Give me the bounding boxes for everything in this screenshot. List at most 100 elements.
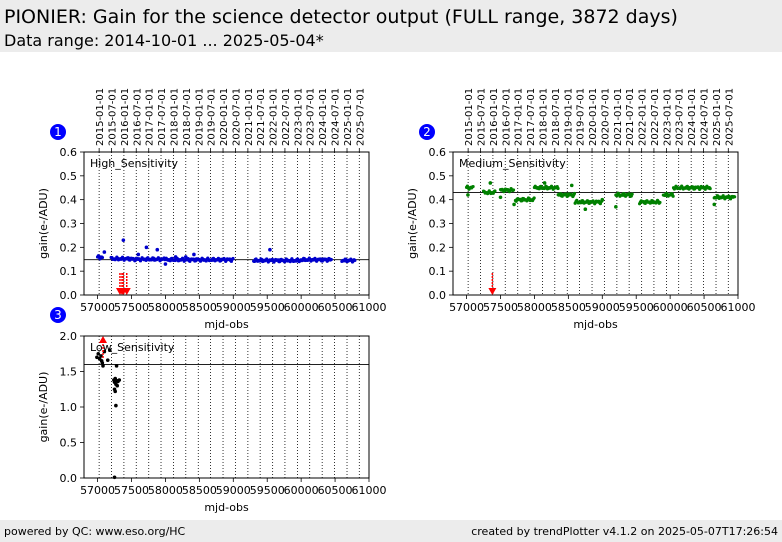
x-tick-label: 60500 xyxy=(318,301,353,314)
x-tick-label: 60000 xyxy=(284,301,319,314)
data-point xyxy=(658,200,662,205)
y-tick-label: 0.0 xyxy=(429,289,447,302)
series-label: Low_Sensitivity xyxy=(90,341,175,354)
x-tick-label: 60000 xyxy=(284,484,319,497)
data-point xyxy=(96,351,101,356)
date-tick-label: 2022-07-01 xyxy=(281,88,292,146)
x-tick-label: 60500 xyxy=(687,301,722,314)
y-tick-label: 2.0 xyxy=(60,330,78,343)
panel-badge xyxy=(419,124,435,140)
data-point xyxy=(113,389,118,394)
data-point xyxy=(231,256,235,261)
data-point xyxy=(512,202,516,207)
date-tick-label: 2024-07-01 xyxy=(331,88,342,146)
x-axis-label: mjd-obs xyxy=(204,501,249,514)
data-point xyxy=(144,245,149,250)
data-point xyxy=(600,197,605,202)
data-point xyxy=(569,183,574,188)
y-tick-label: 1.5 xyxy=(60,366,78,379)
y-tick-label: 1.0 xyxy=(60,401,78,414)
x-tick-label: 58000 xyxy=(148,484,183,497)
data-point xyxy=(114,364,119,368)
data-point xyxy=(136,252,141,257)
data-point xyxy=(630,192,634,196)
date-tick-label: 2016-07-01 xyxy=(501,88,512,146)
date-tick-label: 2018-07-01 xyxy=(551,88,562,146)
series-label: Medium_Sensitivity xyxy=(459,157,566,170)
date-tick-label: 2024-01-01 xyxy=(687,88,698,146)
data-point xyxy=(121,238,126,242)
date-tick-label: 2017-01-01 xyxy=(145,88,156,146)
x-tick-label: 57500 xyxy=(483,301,518,314)
data-point xyxy=(671,194,675,198)
x-tick-label: 59000 xyxy=(585,301,620,314)
date-tick-label: 2022-01-01 xyxy=(269,88,280,146)
x-tick-label: 58500 xyxy=(182,301,217,314)
footer-bar: powered by QC: www.eso.org/HC created by… xyxy=(0,520,782,542)
footer-credit: powered by QC: www.eso.org/HC xyxy=(4,525,186,538)
y-tick-label: 0.5 xyxy=(60,170,78,183)
y-tick-label: 0.0 xyxy=(60,289,78,302)
x-tick-label: 60500 xyxy=(318,484,353,497)
y-tick-label: 0.3 xyxy=(60,218,78,231)
data-point xyxy=(471,184,475,189)
x-tick-label: 61000 xyxy=(352,301,387,314)
panel-number: 2 xyxy=(423,125,431,139)
date-tick-label: 2018-01-01 xyxy=(170,88,181,146)
data-point xyxy=(572,191,577,196)
x-axis-label: mjd-obs xyxy=(573,318,618,331)
series-label: High_Sensitivity xyxy=(90,157,179,170)
data-point xyxy=(488,181,493,185)
data-point xyxy=(712,202,717,207)
date-tick-label: 2023-07-01 xyxy=(675,88,686,146)
date-tick-label: 2019-07-01 xyxy=(576,88,587,146)
data-point xyxy=(102,250,107,254)
data-point xyxy=(183,255,188,259)
date-tick-label: 2015-07-01 xyxy=(107,88,118,146)
y-tick-label: 0.4 xyxy=(60,194,78,207)
x-tick-label: 59500 xyxy=(619,301,654,314)
date-tick-label: 2016-01-01 xyxy=(489,88,500,146)
date-tick-label: 2024-01-01 xyxy=(318,88,329,146)
data-point xyxy=(493,189,497,193)
date-tick-label: 2015-01-01 xyxy=(464,88,475,146)
date-tick-label: 2018-07-01 xyxy=(182,88,193,146)
data-point xyxy=(100,361,105,365)
data-point xyxy=(173,255,178,259)
data-point xyxy=(329,257,333,262)
date-tick-label: 2025-01-01 xyxy=(712,88,723,146)
date-tick-label: 2023-01-01 xyxy=(293,88,304,146)
panel-number: 1 xyxy=(54,125,62,139)
data-point xyxy=(155,247,160,252)
header-bar: PIONIER: Gain for the science detector o… xyxy=(0,0,782,52)
data-point xyxy=(532,196,536,200)
date-tick-label: 2018-01-01 xyxy=(539,88,550,146)
y-tick-label: 0.1 xyxy=(60,265,78,278)
x-tick-label: 59500 xyxy=(250,484,285,497)
x-tick-label: 57000 xyxy=(80,484,115,497)
x-tick-label: 57000 xyxy=(80,301,115,314)
y-tick-label: 0.4 xyxy=(429,194,447,207)
date-tick-label: 2025-07-01 xyxy=(355,88,366,146)
date-tick-label: 2021-07-01 xyxy=(625,88,636,146)
data-point xyxy=(466,193,470,197)
date-tick-label: 2020-07-01 xyxy=(231,88,242,146)
data-point xyxy=(192,252,196,257)
y-axis-label: gain(e-/ADU) xyxy=(37,188,50,259)
x-tick-label: 61000 xyxy=(721,301,756,314)
y-tick-label: 0.6 xyxy=(60,146,78,159)
date-tick-label: 2022-07-01 xyxy=(650,88,661,146)
x-tick-label: 59500 xyxy=(250,301,285,314)
data-point xyxy=(614,205,618,209)
data-range-subtitle: Data range: 2014-10-01 ... 2025-05-04* xyxy=(4,31,324,50)
data-point xyxy=(353,258,357,262)
data-point xyxy=(117,378,122,382)
y-tick-label: 0.3 xyxy=(429,218,447,231)
y-tick-label: 0.5 xyxy=(60,437,78,450)
y-axis-label: gain(e-/ADU) xyxy=(406,188,419,259)
data-point xyxy=(511,188,516,192)
data-point xyxy=(97,255,102,259)
date-tick-label: 2015-07-01 xyxy=(476,88,487,146)
y-axis-label: gain(e-/ADU) xyxy=(37,372,50,443)
y-tick-label: 0.6 xyxy=(429,146,447,159)
